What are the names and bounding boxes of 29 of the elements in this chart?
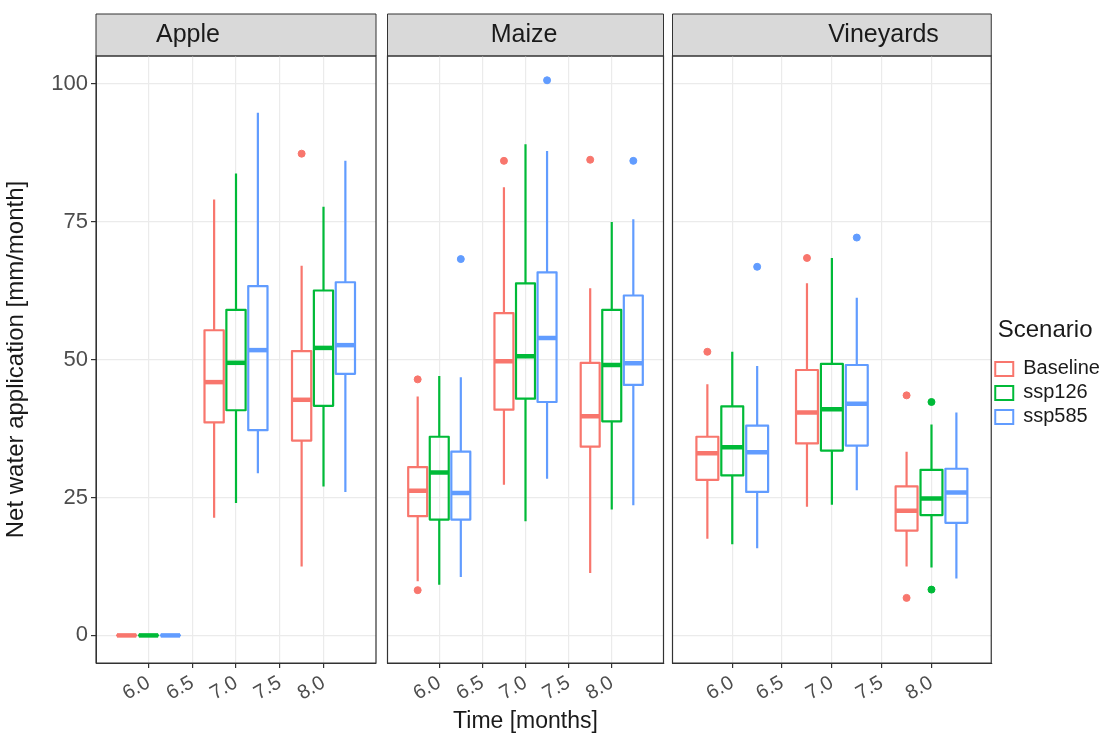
y-tick-label: 50 xyxy=(63,345,88,371)
x-tick-label: 6.5 xyxy=(161,670,198,704)
x-tick-label: 7.5 xyxy=(538,670,574,704)
x-tick-label: 6.5 xyxy=(751,670,787,704)
legend-label: Baseline xyxy=(1023,356,1099,379)
x-tick-label: 7.0 xyxy=(495,670,531,704)
legend-label: ssp126 xyxy=(1023,380,1088,403)
x-tick-label: 6.5 xyxy=(452,670,488,704)
x-tick-label: 6.0 xyxy=(701,670,738,704)
x-tick-label: 6.0 xyxy=(408,670,445,704)
y-tick-label: 75 xyxy=(63,207,88,233)
x-axis-title: Time [months] xyxy=(453,706,598,733)
chart-title: Vineyards xyxy=(828,18,939,47)
y-axis-title: Net water application [mm/month] xyxy=(1,180,29,539)
x-tick-label: 7.0 xyxy=(801,670,837,704)
chart-title: Maize xyxy=(490,18,558,47)
x-tick-label: 8.0 xyxy=(581,670,617,704)
chart-title: Apple xyxy=(156,18,220,47)
x-tick-label: 7.5 xyxy=(249,670,285,704)
x-tick-label: 8.0 xyxy=(901,670,937,704)
y-tick-label: 0 xyxy=(75,621,88,647)
x-tick-label: 7.5 xyxy=(851,670,887,704)
x-tick-label: 7.0 xyxy=(205,670,241,704)
legend-title: Scenario xyxy=(997,314,1093,342)
x-tick-label: 6.0 xyxy=(118,670,154,704)
y-tick-label: 25 xyxy=(63,483,88,509)
y-tick-label: 100 xyxy=(51,69,88,95)
x-tick-label: 8.0 xyxy=(293,670,329,704)
legend-label: ssp585 xyxy=(1023,404,1088,427)
